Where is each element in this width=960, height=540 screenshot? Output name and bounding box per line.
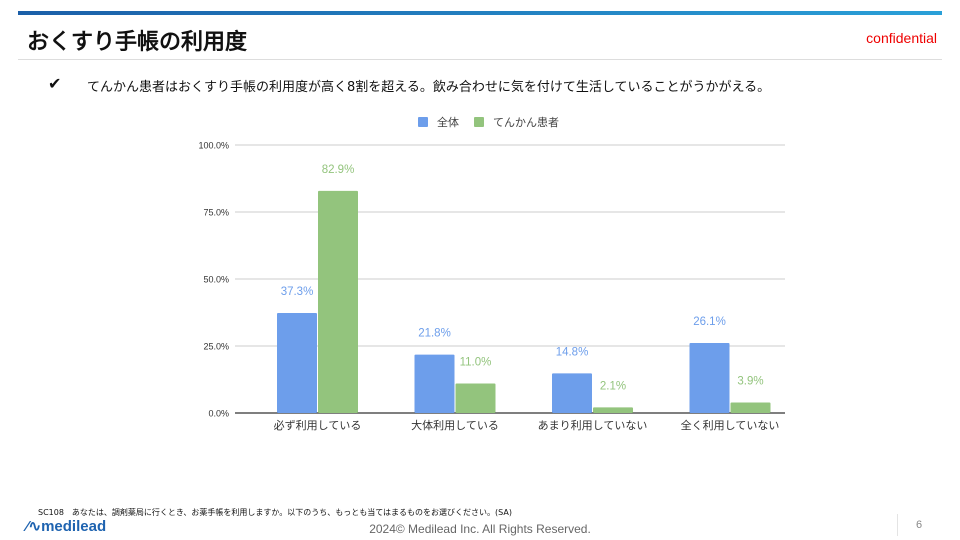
data-label: 2.1% <box>600 380 626 392</box>
data-label: 21.8% <box>418 328 451 340</box>
data-label: 14.8% <box>556 346 589 358</box>
confidential-label: confidential <box>866 30 937 46</box>
logo-pulse-icon: ⁄∿ <box>26 518 42 535</box>
bar-overall <box>414 354 455 413</box>
page-title: おくすり手帳の利用度 <box>27 30 248 55</box>
data-label: 11.0% <box>460 357 492 369</box>
data-label: 3.9% <box>737 376 763 388</box>
legend-label: 全体 <box>437 115 459 129</box>
data-label: 26.1% <box>693 316 726 328</box>
x-tick-label: あまり利用していない <box>538 419 648 432</box>
legend-swatch <box>418 117 428 127</box>
y-tick-label: 25.0% <box>203 342 229 352</box>
x-tick-label: 大体利用している <box>411 418 499 432</box>
x-tick-label: 全く利用していない <box>681 418 780 432</box>
check-icon: ✔ <box>48 74 62 93</box>
copyright: 2024© Medilead Inc. All Rights Reserved. <box>369 522 591 536</box>
divider <box>897 514 898 536</box>
y-tick-label: 75.0% <box>203 208 229 218</box>
legend-swatch <box>474 117 484 127</box>
question-note: SC108 あなたは、調剤薬局に行くとき、お薬手帳を利用しますか。以下のうち、も… <box>38 508 512 517</box>
bar-epilepsy <box>730 402 771 413</box>
bar-epilepsy <box>455 383 496 413</box>
y-tick-label: 0.0% <box>208 409 229 419</box>
bar-overall <box>552 373 592 413</box>
bar-epilepsy <box>593 407 633 413</box>
divider <box>18 59 942 60</box>
bar-overall <box>689 343 730 413</box>
bar-overall <box>277 313 317 413</box>
data-label: 82.9% <box>322 164 355 176</box>
legend-label: てんかん患者 <box>493 116 559 129</box>
medilead-logo: ⁄∿medilead <box>26 517 106 535</box>
x-tick-label: 必ず利用している <box>274 419 362 432</box>
y-tick-label: 50.0% <box>203 275 229 285</box>
data-label: 37.3% <box>281 286 314 298</box>
bar-epilepsy <box>318 190 358 413</box>
logo-text: medilead <box>41 518 107 535</box>
y-tick-label: 100.0% <box>198 141 229 151</box>
page-number: 6 <box>916 519 923 531</box>
summary-text: てんかん患者はおくすり手帳の利用度が高く8割を超える。飲み合わせに気を付けて生活… <box>87 80 771 95</box>
top-accent-bar <box>18 11 942 15</box>
